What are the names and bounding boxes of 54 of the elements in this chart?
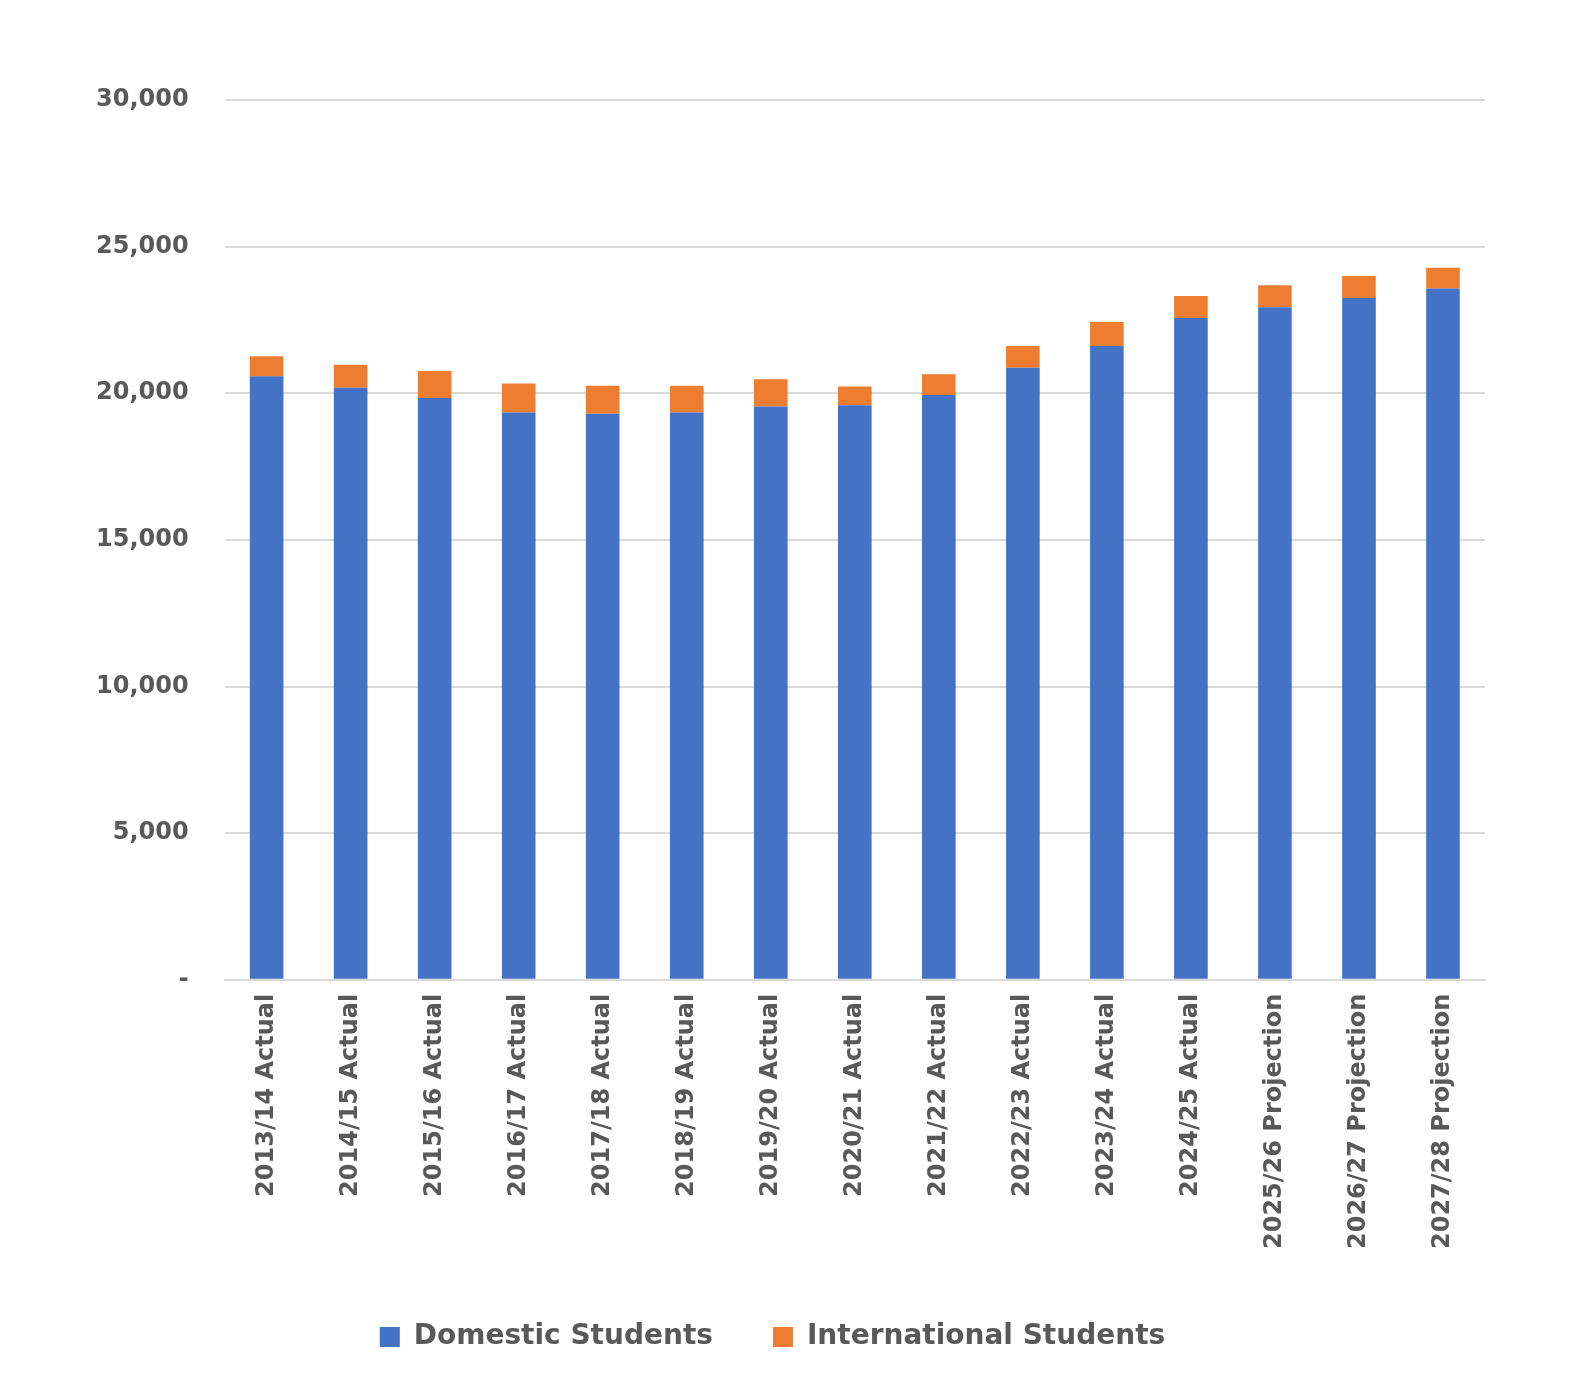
y-tick-label: 25,000 [95, 230, 189, 259]
x-tick-label: 2018/19 Actual [670, 993, 699, 1197]
y-tick-label: 20,000 [95, 377, 189, 406]
bar [753, 406, 788, 979]
x-tick-label: 2017/18 Actual [586, 993, 615, 1197]
bar [417, 370, 452, 398]
bar [585, 385, 620, 414]
x-tick-label: 2013/14 Actual [250, 993, 279, 1197]
y-tick-label: - [178, 964, 189, 992]
x-tick-label: 2020/21 Actual [839, 993, 868, 1197]
bar [1342, 297, 1376, 979]
bar [1258, 307, 1292, 979]
x-tick-label: 2015/16 Actual [418, 993, 447, 1197]
x-tick-label: 2019/20 Actual [755, 993, 784, 1197]
x-tick-label: 2023/24 Actual [1091, 993, 1120, 1197]
bar [249, 376, 284, 979]
x-tick-label: 2016/17 Actual [502, 993, 531, 1197]
bar [1426, 288, 1460, 979]
bar [1174, 295, 1208, 318]
bar [1090, 346, 1124, 979]
bar [501, 383, 536, 413]
bar [1426, 267, 1460, 289]
bar [417, 397, 452, 979]
bar [1006, 367, 1040, 979]
bar [922, 374, 956, 396]
bar [669, 412, 704, 979]
x-tick-label: 2014/15 Actual [334, 993, 363, 1197]
bar [838, 405, 872, 979]
bar [333, 364, 368, 388]
legend-label: Domestic Students [413, 1318, 713, 1352]
x-tick-label: 2026/27 Projection [1343, 993, 1372, 1249]
bar [1090, 321, 1124, 347]
bar [1342, 275, 1376, 298]
y-tick-label: 30,000 [95, 84, 189, 113]
bar [585, 413, 620, 979]
x-tick-label: 2025/26 Projection [1259, 993, 1288, 1249]
bar [1258, 285, 1292, 308]
y-tick-label: 10,000 [95, 670, 189, 699]
bar [838, 386, 872, 406]
bar [922, 395, 956, 979]
bar [1006, 346, 1040, 368]
bar [249, 356, 284, 377]
bar [501, 412, 536, 979]
y-tick-label: 15,000 [95, 524, 189, 553]
x-tick-label: 2024/25 Actual [1175, 993, 1204, 1197]
bar [669, 385, 704, 413]
legend-label: International Students [806, 1318, 1166, 1352]
y-tick-label: 5,000 [112, 817, 189, 846]
bar [753, 379, 788, 407]
bar [1174, 317, 1208, 979]
bar [333, 387, 368, 979]
x-tick-label: 2022/23 Actual [1007, 993, 1036, 1197]
x-tick-label: 2021/22 Actual [923, 993, 952, 1197]
x-tick-label: 2027/28 Projection [1427, 993, 1456, 1249]
